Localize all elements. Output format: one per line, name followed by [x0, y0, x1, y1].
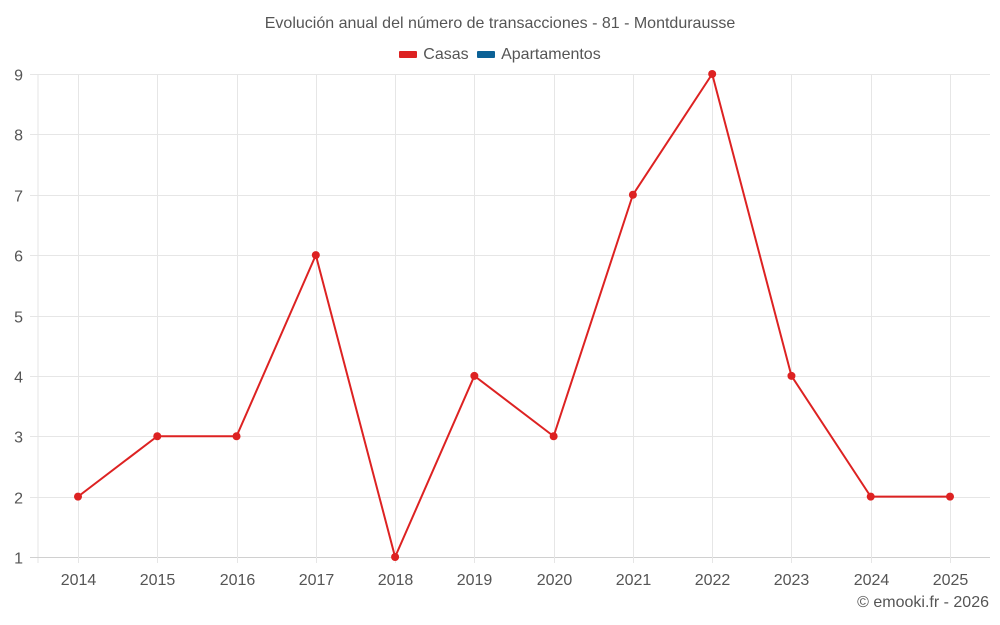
x-tick-label: 2024	[854, 572, 890, 589]
x-tick-label: 2025	[933, 572, 969, 589]
credit-text: © emooki.fr - 2026	[857, 594, 989, 611]
x-tick-label: 2018	[378, 572, 414, 589]
x-tick-label: 2017	[299, 572, 335, 589]
data-point[interactable]	[787, 371, 796, 380]
data-point[interactable]	[232, 432, 241, 441]
x-tick-label: 2022	[695, 572, 731, 589]
y-tick-label: 4	[14, 370, 23, 387]
legend-item-casas[interactable]: Casas	[399, 45, 469, 64]
x-tick-label: 2023	[774, 572, 810, 589]
legend-swatch-casas-icon	[399, 51, 418, 58]
x-tick-label: 2020	[537, 572, 573, 589]
y-tick-label: 8	[14, 128, 23, 145]
y-tick-label: 7	[14, 189, 23, 206]
data-point[interactable]	[153, 432, 162, 441]
y-tick-label: 5	[14, 310, 23, 327]
data-point[interactable]	[866, 492, 875, 501]
x-tick-label: 2021	[616, 572, 652, 589]
data-point[interactable]	[708, 70, 717, 78]
y-tick-label: 6	[14, 249, 23, 266]
x-tick-label: 2014	[61, 572, 97, 589]
data-point[interactable]	[391, 553, 400, 561]
data-point[interactable]	[946, 492, 954, 501]
legend-label-apartamentos: Apartamentos	[501, 45, 601, 63]
y-tick-label: 1	[14, 551, 23, 568]
chart-grid	[30, 74, 990, 563]
legend-swatch-apartamentos-icon	[477, 51, 496, 58]
data-point[interactable]	[549, 432, 558, 441]
y-tick-label: 2	[14, 491, 23, 508]
y-axis: 1 2 3 4 5 6 7 8 9	[14, 68, 23, 568]
y-tick-label: 9	[14, 68, 23, 85]
y-tick-label: 3	[14, 430, 23, 447]
chart-legend: Casas Apartamentos	[0, 45, 1000, 64]
data-point[interactable]	[74, 492, 82, 501]
data-point[interactable]	[628, 190, 637, 199]
legend-label-casas: Casas	[423, 45, 469, 63]
x-tick-label: 2015	[140, 572, 176, 589]
chart-title: Evolución anual del número de transaccio…	[264, 15, 736, 32]
x-tick-label: 2019	[457, 572, 493, 589]
data-point[interactable]	[311, 251, 320, 260]
legend-item-apartamentos[interactable]: Apartamentos	[477, 46, 601, 64]
x-tick-label: 2016	[220, 572, 256, 589]
data-point[interactable]	[470, 371, 479, 380]
x-axis: 2014 2015 2016 2017 2018 2019 2020 2021 2022 2023…	[61, 572, 969, 589]
series-casas	[74, 70, 954, 561]
